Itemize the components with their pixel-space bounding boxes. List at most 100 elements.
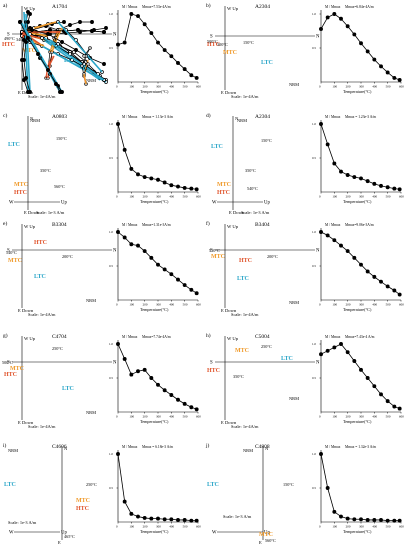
axis-label-top: N (30, 116, 34, 121)
demag-point (365, 269, 370, 274)
demag-x-tick-label: 500 (386, 525, 391, 529)
axis-label-bottom: E Down (24, 210, 40, 215)
demag-x-label: Temperature(°C) (343, 529, 372, 534)
demag-point (352, 32, 357, 37)
temperature-label: 150°C (243, 40, 254, 45)
demag-point (142, 22, 147, 27)
component-label: MTC (259, 532, 273, 538)
demag-point (359, 176, 363, 181)
demag-point (325, 15, 330, 20)
axis-label-bottom: E (259, 540, 262, 545)
demag-point (332, 161, 337, 166)
demag-mmax: Mmax = 6.18e-3 A/m (142, 445, 173, 449)
sample-id: A1704 (52, 4, 67, 10)
demag-mmax: Mmax=7.53e-4A/m (142, 5, 171, 9)
demag-point (332, 12, 337, 16)
component-label: MTC (217, 182, 231, 188)
scale-label: Scale: 1e-4A/m (28, 312, 56, 317)
demag-point (365, 376, 370, 380)
demag-y-tick-label: 0.5 (109, 486, 113, 490)
demag-x-tick-label: 100 (129, 85, 134, 89)
demag-point (149, 255, 154, 260)
ltc-fit-line (25, 13, 31, 93)
component-label: HTC (217, 190, 230, 196)
demag-point (397, 518, 402, 523)
nrm-label: NRM (86, 410, 96, 415)
demag-x-tick-label: 100 (129, 303, 134, 307)
demag-x-tick-label: 400 (372, 415, 377, 419)
sample-id: B3304 (52, 222, 67, 228)
demag-x-tick-label: 400 (169, 415, 174, 419)
horizontal-point (28, 12, 32, 16)
sample-id: A0803 (52, 114, 67, 120)
demag-x-tick-label: 600 (399, 85, 404, 89)
horizontal-point (22, 58, 26, 62)
sample-id: C4606 (52, 444, 67, 450)
demag-point (325, 142, 330, 147)
component-label: HTC (207, 368, 220, 374)
demag-point (156, 40, 160, 45)
nrm-label: NRM (8, 448, 18, 453)
demag-x-tick-label: 200 (143, 415, 148, 419)
sample-id: A2304 (255, 4, 270, 10)
temperature-label: 560°C (54, 184, 65, 189)
demag-point (385, 70, 390, 75)
demag-x-tick-label: 500 (386, 85, 391, 89)
demag-point (142, 175, 147, 179)
demag-point (194, 518, 199, 523)
demag-x-tick-label: 300 (359, 303, 364, 307)
demag-point (385, 185, 390, 190)
demag-point (339, 342, 343, 346)
demag-y-tick-label: 1.0 (109, 122, 113, 126)
demag-x-tick-label: 500 (183, 525, 188, 529)
scale-label: Scale: 1e-4A/m (28, 424, 56, 429)
demag-point (129, 12, 134, 16)
demag-point (136, 514, 140, 519)
demag-x-tick-label: 300 (156, 303, 161, 307)
demag-y-tick-label: 0.5 (312, 376, 316, 380)
demag-x-tick-label: 0 (116, 195, 118, 199)
nrm-label: NRM (289, 396, 299, 401)
temperature-label: 465°C (64, 534, 75, 539)
component-label: LTC (207, 482, 219, 488)
demag-y-label: M / Mmax (325, 335, 341, 339)
demag-point (365, 518, 370, 522)
horizontal-point (90, 29, 94, 33)
demag-point (365, 49, 370, 54)
axis-label-top: W Up (24, 336, 36, 341)
demag-x-label: Temperature(°C) (343, 307, 372, 312)
demag-point (319, 452, 323, 456)
demag-point (372, 181, 377, 186)
demag-point (339, 243, 343, 248)
demag-x-tick-label: 100 (332, 303, 337, 307)
horizontal-point (18, 20, 22, 24)
demag-y-label: M / Mmax (325, 445, 341, 449)
demag-point (149, 176, 154, 181)
demag-point (116, 42, 120, 47)
nrm-label: NRM (289, 82, 299, 87)
demag-point (189, 287, 194, 292)
demag-point (122, 147, 127, 152)
temperature-label: 350°C (233, 374, 244, 379)
demag-point (379, 279, 383, 284)
horizontal-point (24, 76, 28, 80)
demag-x-tick-label: 600 (399, 525, 404, 529)
demag-point (397, 292, 402, 297)
demag-y-tick-label: 1.0 (312, 12, 316, 16)
nrm-label: NRM (237, 118, 247, 123)
demag-x-tick-label: 600 (196, 85, 201, 89)
axis-label-bottom: E Down (221, 308, 237, 313)
demag-point (156, 177, 160, 182)
demag-point (162, 517, 167, 522)
demag-x-tick-label: 200 (143, 195, 148, 199)
demag-x-tick-label: 100 (332, 195, 337, 199)
demag-point (379, 183, 383, 188)
demag-point (397, 187, 402, 192)
axis-label-left: W (9, 201, 14, 206)
demag-point (345, 249, 350, 253)
demag-point (182, 185, 187, 190)
demag-point (332, 238, 337, 243)
demag-x-label: Temperature(°C) (343, 199, 372, 204)
